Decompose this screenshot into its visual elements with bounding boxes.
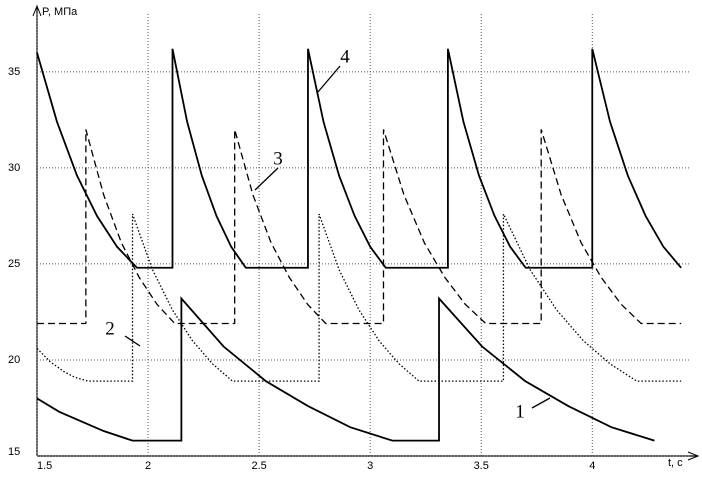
x-tick-label: 2 (145, 460, 151, 472)
series-line (36, 48, 682, 269)
label-leader (124, 335, 141, 347)
label-leader (254, 167, 279, 191)
y-tick-label: 20 (8, 354, 20, 366)
series-label: 1 (515, 401, 525, 422)
y-tick-label: 15 (8, 446, 20, 458)
series-label: 2 (105, 318, 115, 339)
y-axis-label: P, МПа (42, 6, 78, 18)
y-tick-label: 25 (8, 258, 20, 270)
x-tick-label: 4 (589, 460, 595, 472)
x-axis-label: t, c (668, 457, 683, 469)
series-line (36, 213, 682, 382)
x-tick-label: 3.5 (474, 460, 489, 472)
label-leader (317, 65, 341, 93)
label-leader (531, 397, 551, 409)
y-axis-arrow (32, 4, 42, 17)
x-tick-label: 1.5 (37, 460, 52, 472)
series-label: 3 (273, 148, 283, 169)
y-tick-label: 35 (8, 66, 20, 78)
series-line (37, 129, 682, 325)
series-label: 4 (340, 46, 350, 67)
x-tick-label: 3 (367, 460, 373, 472)
x-tick-label: 2.5 (251, 460, 266, 472)
series-line (36, 296, 655, 442)
y-tick-label: 30 (8, 162, 20, 174)
x-axis-arrow (687, 451, 700, 461)
